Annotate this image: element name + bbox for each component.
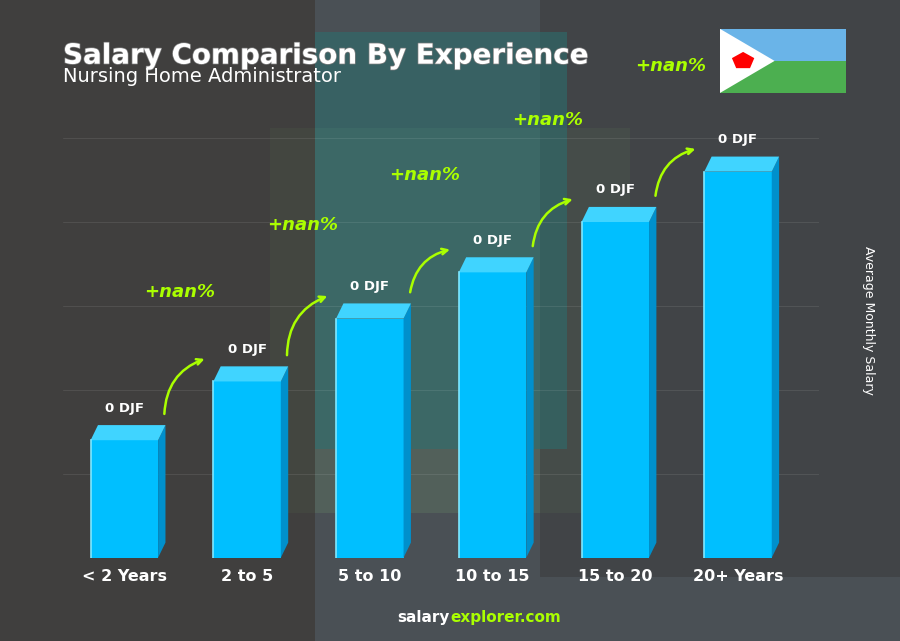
Text: 0 DJF: 0 DJF	[105, 402, 144, 415]
Text: +nan%: +nan%	[266, 216, 338, 234]
Bar	[720, 29, 846, 61]
Text: 0 DJF: 0 DJF	[718, 133, 758, 146]
FancyBboxPatch shape	[581, 222, 649, 558]
Text: +nan%: +nan%	[635, 57, 706, 75]
Polygon shape	[704, 156, 779, 172]
Text: Salary Comparison By Experience: Salary Comparison By Experience	[63, 42, 589, 70]
Polygon shape	[336, 303, 411, 319]
Text: salary: salary	[398, 610, 450, 625]
Polygon shape	[91, 425, 166, 440]
Polygon shape	[158, 425, 166, 558]
Text: 0 DJF: 0 DJF	[473, 234, 512, 247]
Text: Average Monthly Salary: Average Monthly Salary	[862, 246, 875, 395]
Text: 0 DJF: 0 DJF	[350, 280, 390, 293]
Bar	[0, 0, 315, 641]
FancyBboxPatch shape	[704, 172, 772, 558]
Polygon shape	[213, 367, 288, 381]
Text: +nan%: +nan%	[512, 112, 583, 129]
Polygon shape	[581, 207, 656, 222]
Bar	[720, 61, 846, 93]
FancyBboxPatch shape	[213, 381, 281, 558]
Polygon shape	[772, 156, 779, 558]
Polygon shape	[526, 257, 534, 558]
Polygon shape	[281, 367, 288, 558]
Text: 0 DJF: 0 DJF	[596, 183, 634, 196]
Bar	[315, 32, 567, 449]
Polygon shape	[459, 257, 534, 272]
Text: explorer.com: explorer.com	[450, 610, 561, 625]
Polygon shape	[403, 303, 411, 558]
Polygon shape	[649, 207, 656, 558]
Bar	[540, 0, 900, 577]
Text: 0 DJF: 0 DJF	[228, 343, 266, 356]
FancyBboxPatch shape	[91, 440, 158, 558]
Text: +nan%: +nan%	[144, 283, 215, 301]
Text: Nursing Home Administrator: Nursing Home Administrator	[63, 67, 341, 87]
Bar	[270, 128, 630, 513]
Polygon shape	[720, 29, 775, 93]
Text: +nan%: +nan%	[390, 166, 461, 184]
FancyBboxPatch shape	[336, 319, 403, 558]
FancyBboxPatch shape	[459, 272, 526, 558]
